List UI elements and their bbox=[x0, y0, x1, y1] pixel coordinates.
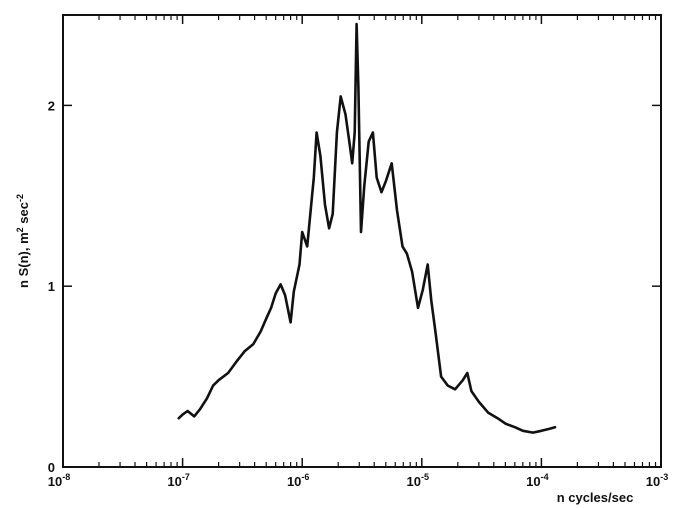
series bbox=[177, 22, 557, 434]
spectrum-line bbox=[177, 22, 557, 434]
x-tick-label: 10-6 bbox=[287, 472, 309, 489]
x-tick-label: 10-4 bbox=[526, 472, 548, 489]
plot-frame bbox=[62, 14, 662, 468]
y-tick-label: 1 bbox=[48, 279, 55, 294]
x-tick-label: 10-8 bbox=[48, 472, 70, 489]
ticks bbox=[62, 15, 662, 468]
x-axis-label: n cycles/sec bbox=[557, 490, 634, 505]
y-tick-label: 0 bbox=[48, 460, 55, 475]
x-tick-label: 10-5 bbox=[407, 472, 429, 489]
tick-labels: 10-8 10-7 10-6 10-5 10-4 10-3 0 1 2 bbox=[48, 98, 668, 489]
x-tick-label: 10-7 bbox=[167, 472, 189, 489]
x-tick-label: 10-3 bbox=[646, 472, 668, 489]
y-axis-label: n S(n), m2 sec-2 bbox=[15, 194, 31, 288]
y-tick-label: 2 bbox=[48, 98, 55, 113]
